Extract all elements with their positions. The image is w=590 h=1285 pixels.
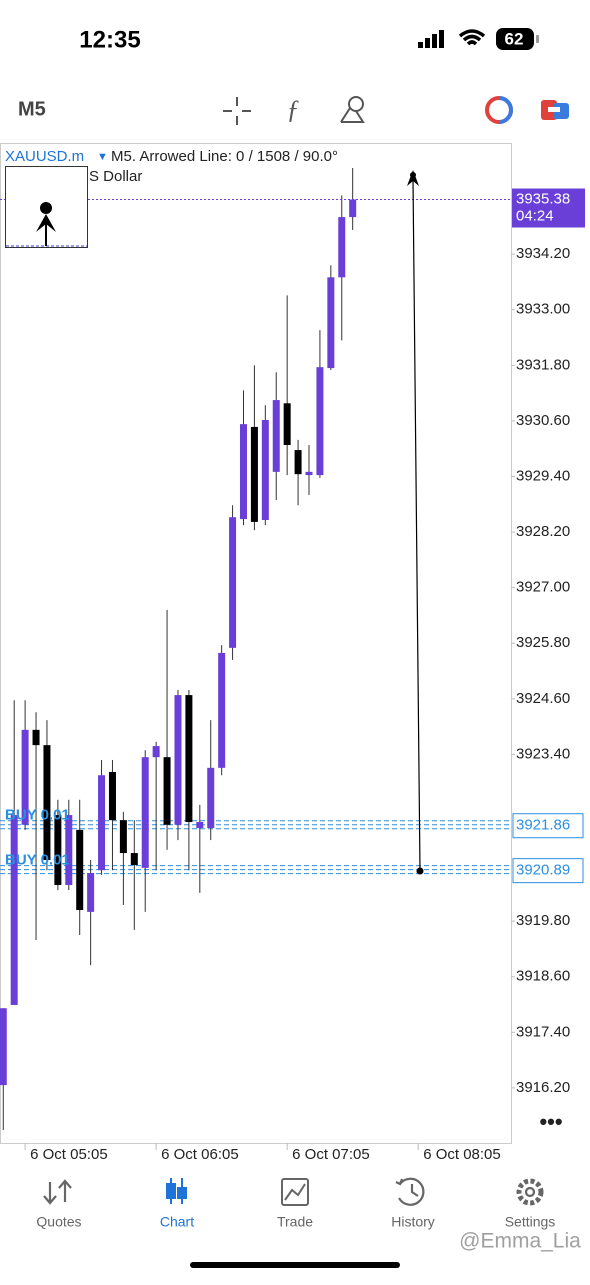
- candle-body: [229, 517, 237, 648]
- y-tick-label: 3928.20: [516, 523, 570, 540]
- candle-body: [163, 757, 171, 825]
- quotes-icon: [43, 1179, 72, 1205]
- order-label[interactable]: BUY 0.01: [5, 852, 70, 869]
- candle-body: [130, 853, 138, 866]
- x-tick-label: 6 Oct 07:05: [292, 1146, 370, 1163]
- candle-body: [283, 403, 291, 445]
- candle-body: [261, 419, 269, 521]
- tab-label[interactable]: Settings: [505, 1214, 556, 1230]
- candle-body: [141, 757, 149, 868]
- current-price: 3935.38: [516, 190, 570, 207]
- y-tick-label: 3927.00: [516, 579, 570, 596]
- y-tick-label: 3934.20: [516, 245, 570, 262]
- y-tick-label: 3923.40: [516, 745, 570, 762]
- chart-frame: [0, 143, 512, 1144]
- tab-label[interactable]: History: [391, 1214, 435, 1230]
- symbol-description: S Dollar: [89, 168, 142, 185]
- y-tick-label: 3931.80: [516, 356, 570, 373]
- candle-body: [185, 695, 193, 823]
- candle-body: [316, 367, 324, 476]
- candle-body: [174, 695, 182, 825]
- bar-timer: 04:24: [516, 207, 554, 224]
- battery-tip: [536, 35, 539, 43]
- y-tick-label: 3917.40: [516, 1023, 570, 1040]
- candle-body: [21, 729, 29, 825]
- order-price-box: [512, 858, 584, 884]
- candle-body: [239, 424, 247, 520]
- home-indicator: [190, 1262, 400, 1268]
- candle-body: [349, 199, 357, 218]
- one-click-button[interactable]: [485, 96, 513, 124]
- order-price: 3921.86: [516, 817, 570, 834]
- tab-label[interactable]: Trade: [277, 1214, 313, 1230]
- plot: [0, 168, 511, 1131]
- symbol-dropdown[interactable]: ▼: [97, 151, 108, 163]
- tab-label[interactable]: Chart: [160, 1214, 194, 1230]
- battery-level: 62: [505, 29, 524, 48]
- candle-body: [272, 400, 280, 472]
- order-price: 3920.89: [516, 862, 570, 879]
- candle-body: [119, 820, 127, 854]
- candle-body: [65, 815, 73, 886]
- tabs: Quotes Chart Trade History Settings: [36, 1214, 555, 1230]
- candle-body: [196, 822, 204, 829]
- indicators-button[interactable]: ƒ: [287, 95, 300, 124]
- candle-body: [305, 471, 313, 476]
- current-price-box: [512, 188, 585, 228]
- chart-icon: [166, 1178, 187, 1204]
- candle-body: [108, 771, 116, 821]
- y-tick-label: 3929.40: [516, 467, 570, 484]
- order-price-box: [512, 813, 584, 839]
- candle-body: [54, 815, 62, 886]
- candle-body: [207, 767, 215, 829]
- objects-button[interactable]: [340, 96, 365, 123]
- candle-body: [294, 450, 302, 475]
- y-tick-label: 3924.60: [516, 690, 570, 707]
- status-time: 12:35: [79, 26, 140, 53]
- tab-label[interactable]: Quotes: [36, 1214, 81, 1230]
- trade-icon: [281, 1178, 309, 1206]
- arrowed-line: [407, 170, 424, 875]
- candle-body: [10, 815, 18, 1005]
- candle-body: [43, 745, 51, 860]
- more-button[interactable]: •••: [539, 1109, 562, 1134]
- timeframe-button[interactable]: M5: [18, 98, 46, 120]
- candle-body: [98, 775, 106, 871]
- order-label[interactable]: BUY 0.01: [5, 807, 70, 824]
- candle-body: [218, 652, 226, 768]
- candle-body: [76, 829, 84, 911]
- signal-icon: [418, 30, 444, 48]
- y-tick-label: 3918.60: [516, 968, 570, 985]
- chart-symbol[interactable]: XAUUSD.m: [5, 148, 84, 165]
- tab-bar: [43, 1177, 544, 1206]
- watermark: @Emma_Lia: [459, 1230, 581, 1253]
- crosshair-button[interactable]: [223, 97, 251, 125]
- x-tick-label: 6 Oct 06:05: [161, 1146, 239, 1163]
- candle-body: [32, 729, 40, 746]
- settings-icon: [516, 1178, 544, 1206]
- candle-body: [327, 277, 335, 369]
- candle-body: [0, 1008, 7, 1086]
- battery-icon: [496, 28, 534, 50]
- preview-pin: [36, 202, 56, 246]
- x-tick-label: 6 Oct 08:05: [423, 1146, 501, 1163]
- y-tick-label: 3933.00: [516, 301, 570, 318]
- candle-body: [250, 426, 258, 522]
- y-tick-label: 3930.60: [516, 412, 570, 429]
- candle-body: [338, 217, 346, 278]
- y-tick-label: 3919.80: [516, 912, 570, 929]
- wifi-icon: [458, 29, 486, 46]
- trade-button[interactable]: [541, 100, 569, 120]
- y-tick-label: 3916.20: [516, 1079, 570, 1096]
- candle-body: [87, 872, 95, 912]
- y-tick-label: 3925.80: [516, 634, 570, 651]
- x-tick-label: 6 Oct 05:05: [30, 1146, 108, 1163]
- history-icon: [395, 1177, 425, 1206]
- candle-body: [152, 746, 160, 758]
- chart-info: M5. Arrowed Line: 0 / 1508 / 90.0°: [111, 148, 338, 165]
